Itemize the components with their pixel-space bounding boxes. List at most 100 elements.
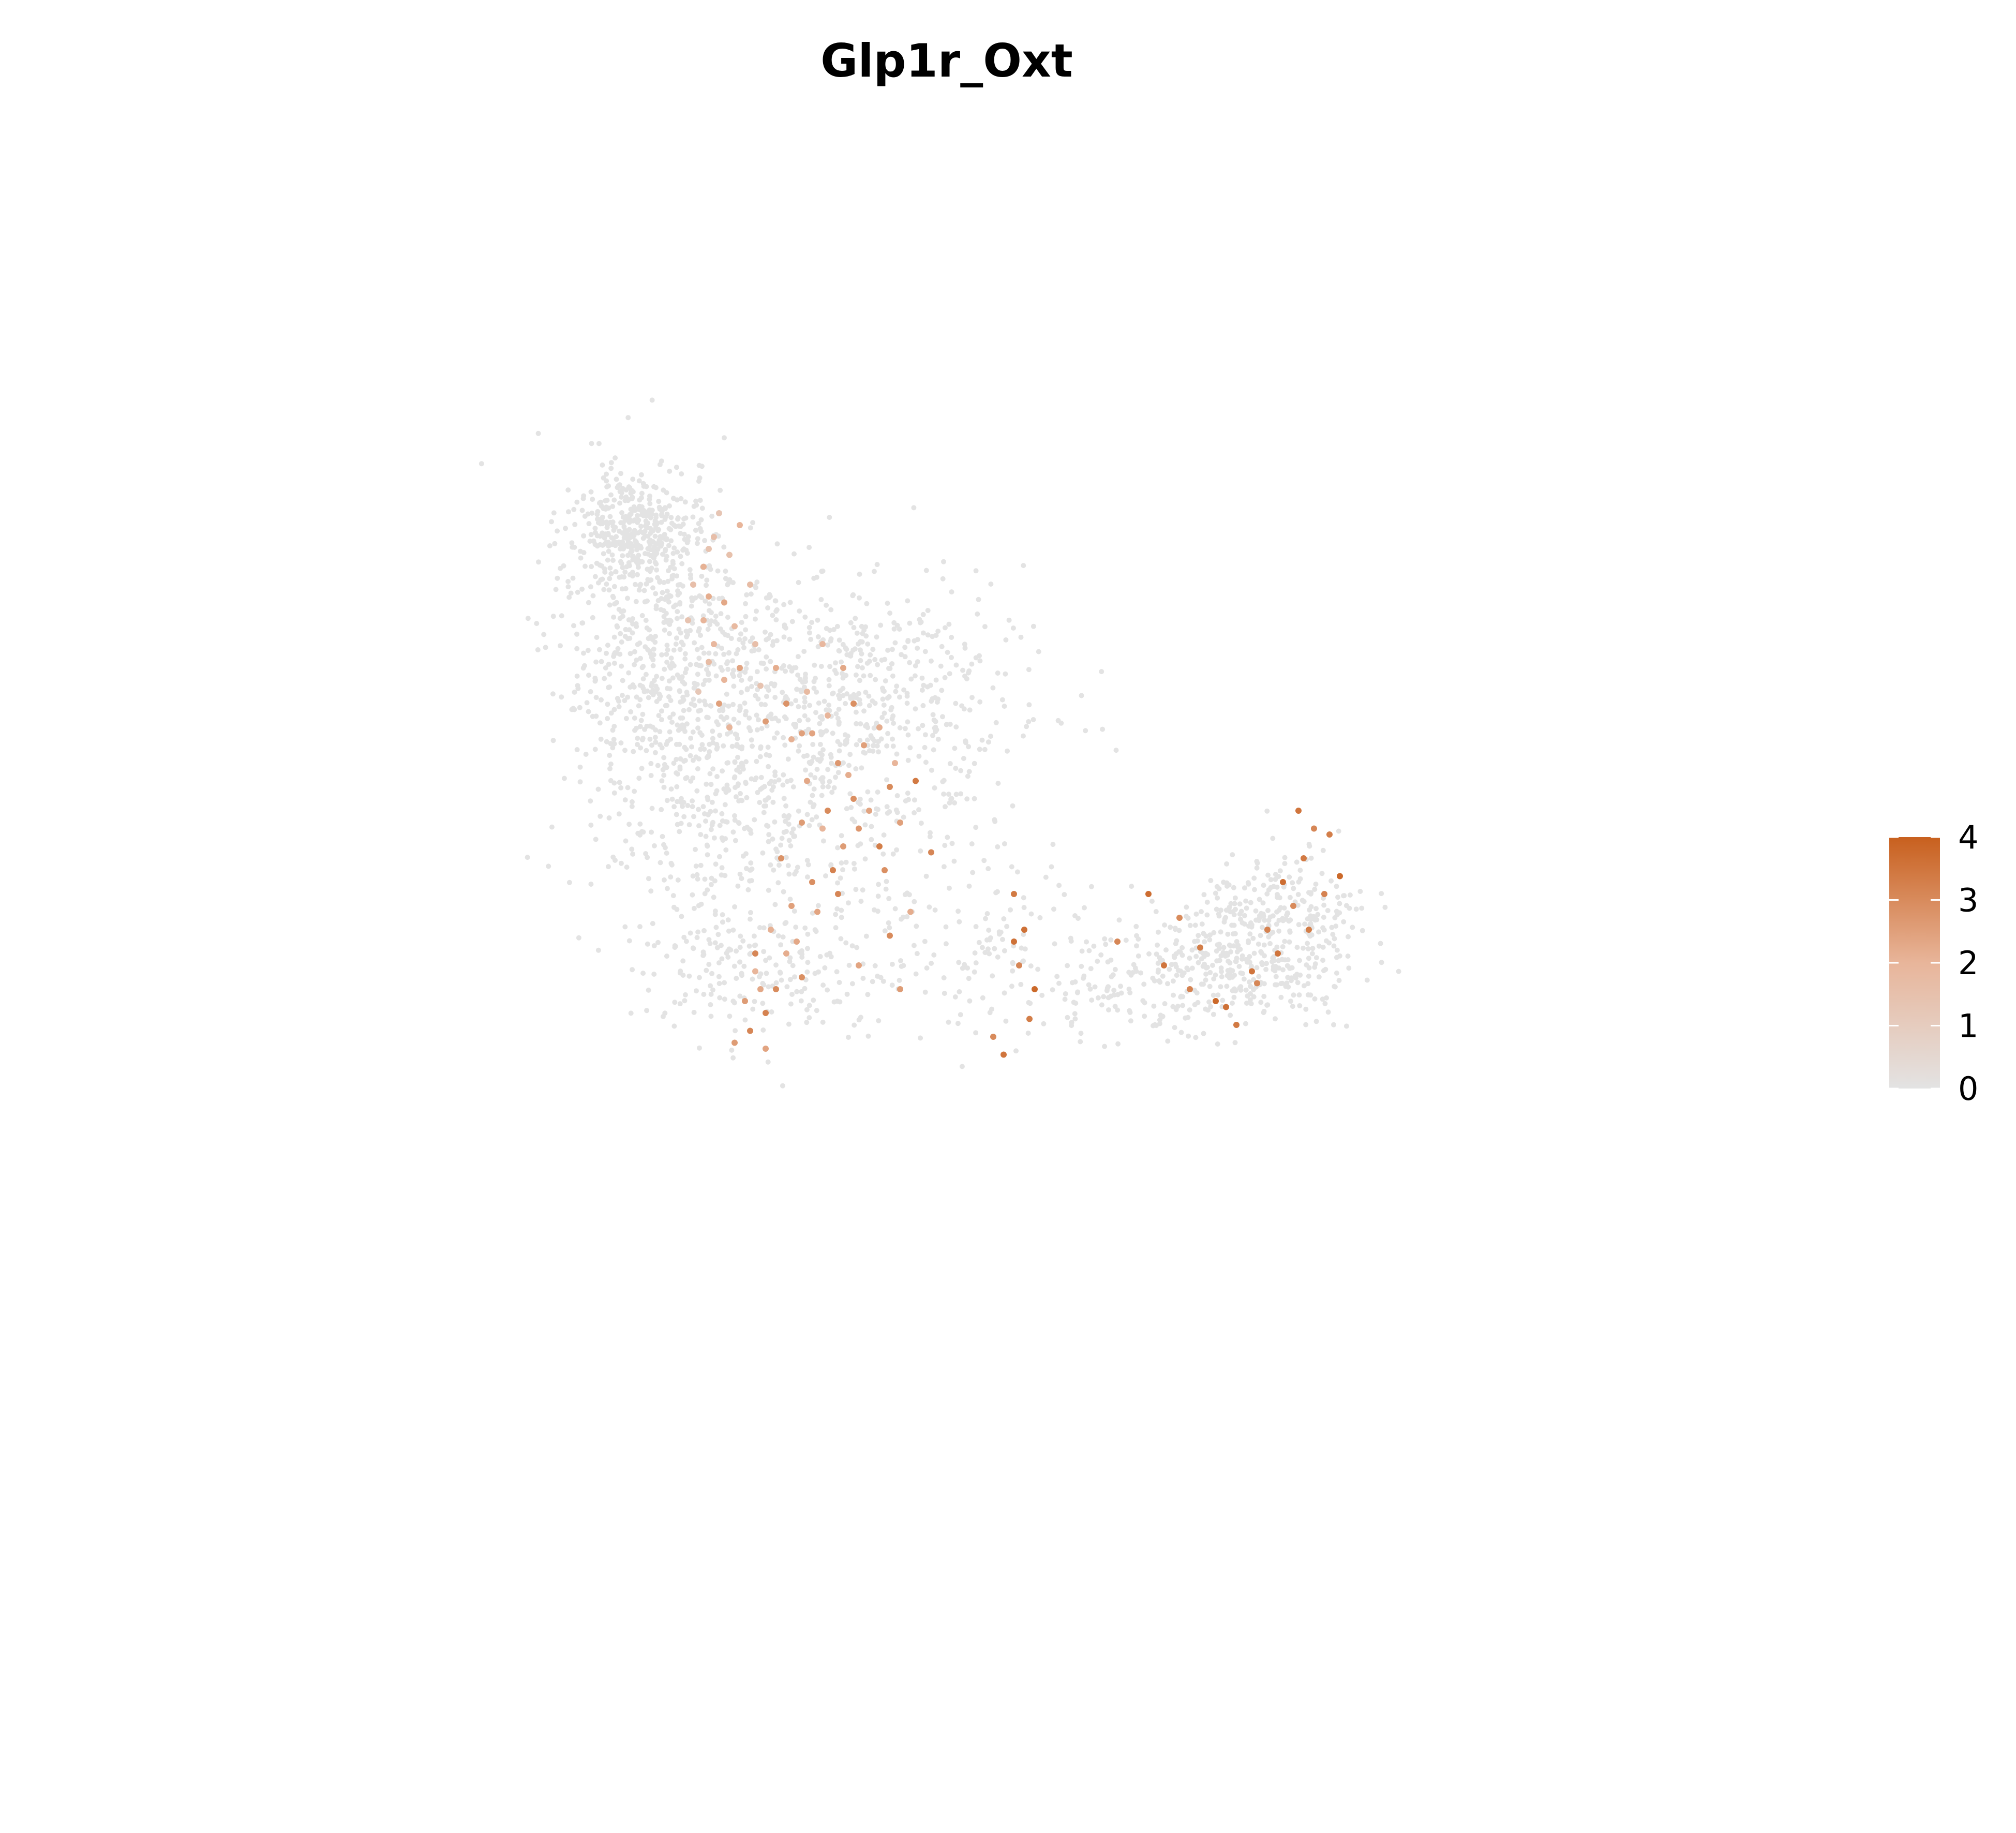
cell-point <box>1211 976 1217 981</box>
cell-point <box>681 934 687 940</box>
cell-point <box>792 833 798 839</box>
cell-point <box>572 521 578 527</box>
cell-point <box>930 696 935 702</box>
cell-point <box>767 781 772 786</box>
cell-point <box>674 770 679 776</box>
cell-point <box>833 660 838 666</box>
cell-point <box>683 776 689 781</box>
cell-point <box>758 774 764 780</box>
cell-point <box>525 616 531 621</box>
cell-point <box>632 528 637 533</box>
cell-point <box>756 974 762 979</box>
cell-point <box>901 814 906 820</box>
cell-point <box>1167 966 1172 972</box>
cell-point <box>973 1030 979 1036</box>
chart-title: Glp1r_Oxt <box>820 34 1073 87</box>
expressing-cell-point <box>799 974 805 980</box>
cell-point <box>655 763 661 768</box>
cell-point <box>769 787 775 793</box>
cell-point <box>930 733 935 738</box>
cell-point <box>640 829 646 835</box>
cell-point <box>675 516 680 522</box>
cell-point <box>646 987 651 993</box>
cell-point <box>636 517 641 523</box>
cell-point <box>603 665 608 670</box>
cell-point <box>1172 1025 1177 1031</box>
cell-point <box>637 640 643 646</box>
cell-point <box>990 685 996 691</box>
cell-point <box>902 726 908 732</box>
cell-point <box>1218 907 1223 913</box>
expressing-cell-point <box>1032 986 1038 992</box>
cell-point <box>1332 915 1338 920</box>
cell-point <box>594 512 600 517</box>
cell-point <box>619 693 625 698</box>
cell-point <box>619 574 624 579</box>
cell-point <box>707 563 712 569</box>
expressing-cell-point <box>819 825 826 832</box>
cell-point <box>588 882 594 887</box>
cell-point <box>571 623 576 629</box>
cell-point <box>1179 945 1185 950</box>
cell-point <box>942 843 948 848</box>
cell-point <box>692 640 697 646</box>
cell-point <box>987 951 992 957</box>
cell-point <box>941 791 947 797</box>
cell-point <box>690 620 695 626</box>
cell-point <box>1278 905 1283 911</box>
cell-point <box>593 695 599 701</box>
cell-point <box>650 528 655 534</box>
cell-point <box>1079 948 1085 954</box>
background-cells <box>479 397 1401 1089</box>
cell-point <box>729 743 735 749</box>
cell-point <box>571 506 577 512</box>
cell-point <box>1116 917 1122 923</box>
cell-point <box>690 945 696 951</box>
expressing-cell-point <box>1290 903 1296 909</box>
cell-point <box>774 541 780 547</box>
cell-point <box>1091 943 1097 949</box>
cell-point <box>699 464 705 469</box>
cell-point <box>615 646 621 651</box>
cell-point <box>705 797 711 802</box>
cell-point <box>1302 921 1308 927</box>
cell-point <box>780 782 786 788</box>
cell-point <box>709 513 715 519</box>
cell-point <box>807 545 812 550</box>
cell-point <box>607 514 613 519</box>
cell-point <box>988 935 993 941</box>
cell-point <box>633 582 638 587</box>
cell-point <box>744 661 750 666</box>
cell-point <box>1330 932 1336 937</box>
cell-point <box>835 880 840 886</box>
cell-point <box>784 984 790 990</box>
cell-point <box>733 732 738 737</box>
cell-point <box>967 707 973 713</box>
cell-point <box>876 1018 882 1023</box>
cell-point <box>705 852 710 858</box>
cell-point <box>695 766 700 771</box>
cell-point <box>768 659 773 664</box>
cell-point <box>857 796 863 802</box>
cell-point <box>551 510 557 516</box>
cell-point <box>617 528 622 534</box>
cell-point <box>1226 882 1232 888</box>
cell-point <box>655 528 661 533</box>
cell-point <box>892 906 898 912</box>
cell-point <box>608 492 614 498</box>
cell-point <box>764 654 769 660</box>
cell-point <box>902 645 908 650</box>
cell-point <box>923 759 929 765</box>
cell-point <box>827 515 832 520</box>
cell-point <box>627 635 633 641</box>
cell-point <box>725 955 731 960</box>
cell-point <box>708 1002 713 1007</box>
cell-point <box>630 621 636 627</box>
cell-point <box>1108 937 1114 943</box>
cell-point <box>907 620 913 626</box>
cell-point <box>627 512 633 517</box>
expressing-cell-point <box>913 778 919 784</box>
cell-point <box>716 960 722 966</box>
cell-point <box>710 766 716 772</box>
cell-point <box>763 702 768 708</box>
